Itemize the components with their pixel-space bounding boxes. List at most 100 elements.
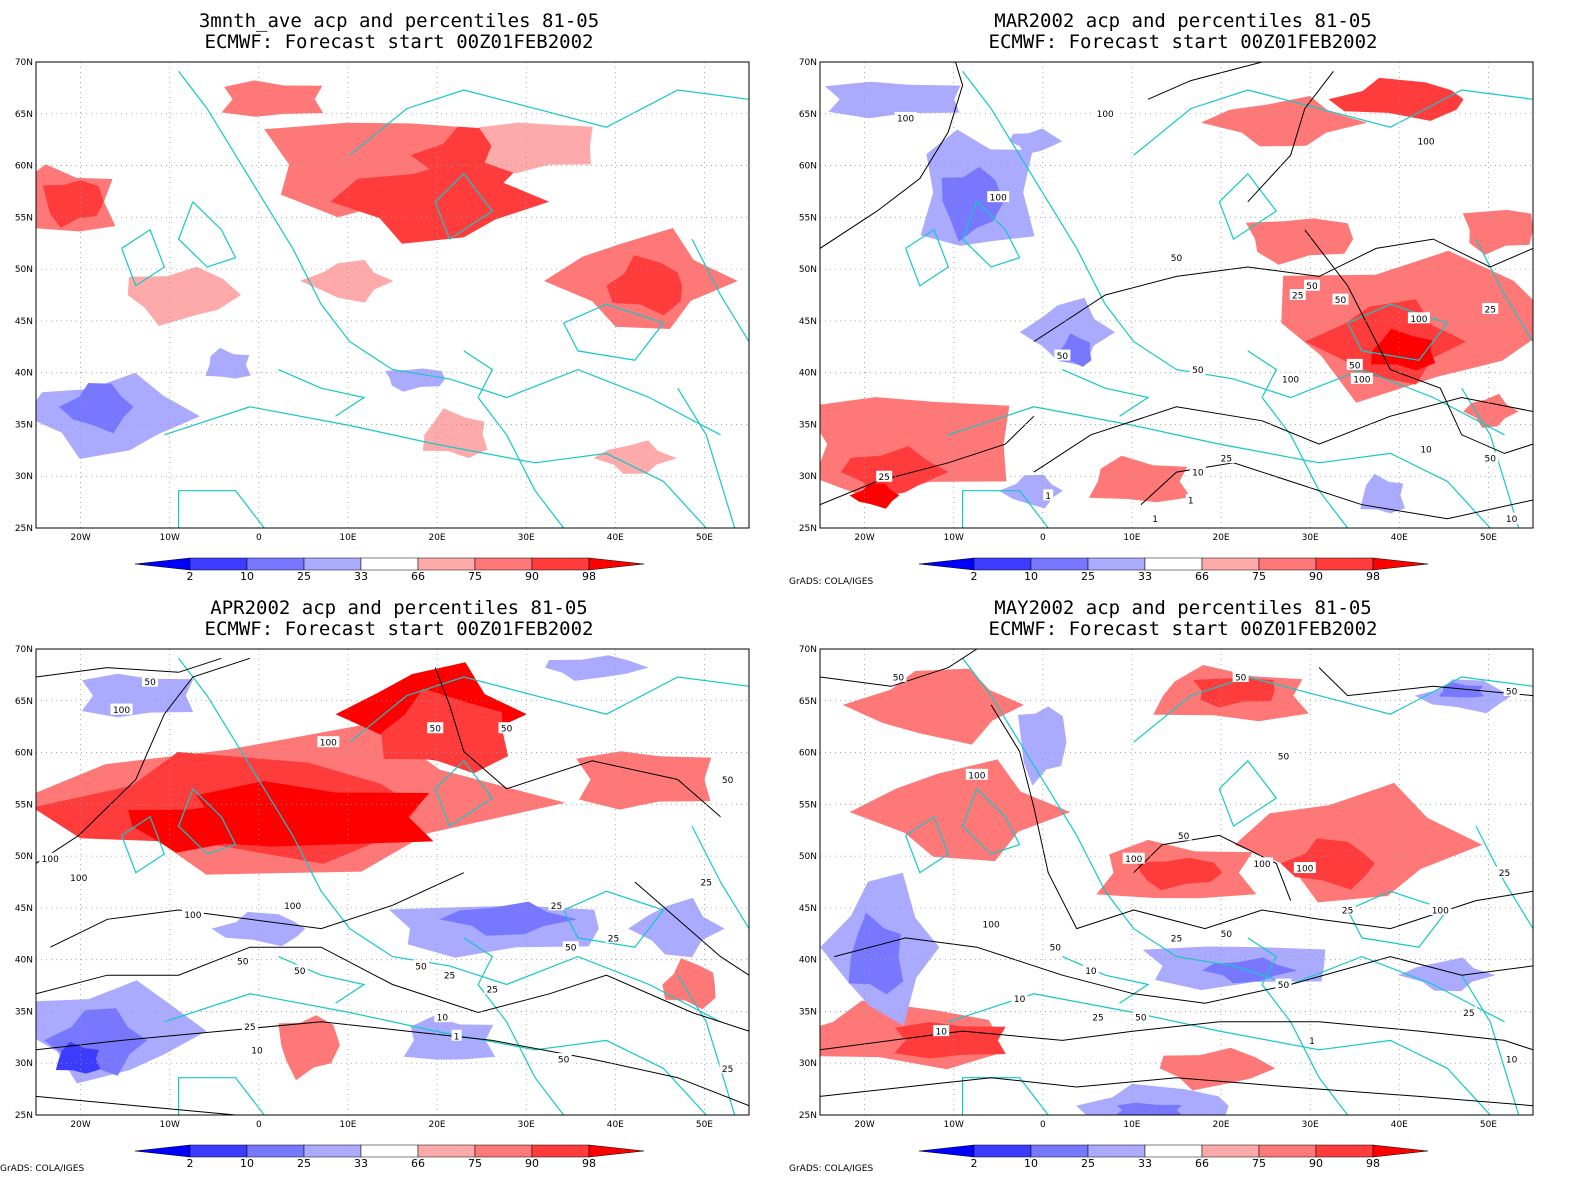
lon-tick-label: 10E — [1123, 1120, 1140, 1130]
contour-label-bg — [890, 670, 907, 682]
contour-label: 50 — [1192, 366, 1204, 376]
percentile-shade-area — [849, 483, 900, 509]
lon-tick-label: 50E — [696, 1120, 713, 1130]
colorbar-segment — [1258, 557, 1317, 571]
lon-tick-label: 30E — [1302, 533, 1319, 543]
colorbar-segment — [973, 1144, 1032, 1158]
coastline — [1461, 974, 1520, 1115]
contour-label-bg — [110, 703, 133, 715]
lat-tick-label: 30N — [799, 1059, 817, 1069]
colorbar-segment — [1315, 1144, 1374, 1158]
colorbar-label: 98 — [1366, 570, 1380, 583]
colorbar-segment — [246, 1144, 305, 1158]
lon-tick-label: 20E — [428, 1120, 445, 1130]
contour-label: 1 — [1309, 1037, 1315, 1047]
coastline — [164, 406, 707, 528]
colorbar-segment — [1315, 557, 1374, 571]
contour-label-bg — [1082, 964, 1099, 976]
colorbar: 2 10 25 33 66 75 90 98 — [134, 1144, 645, 1170]
contour-label: 10 — [437, 1014, 449, 1024]
colorbar-label: 75 — [1252, 570, 1266, 583]
colorbar-label: 33 — [354, 570, 368, 583]
percentile-shade-area — [1328, 77, 1464, 121]
lon-tick-label: 0 — [256, 1120, 262, 1130]
contour-label-bg — [67, 871, 90, 883]
lat-tick-label: 35N — [799, 420, 817, 430]
percentile-shade-area — [44, 1008, 147, 1076]
contour-label-bg — [965, 768, 988, 780]
colorbar-label: 90 — [1309, 570, 1323, 583]
map-panel-3month: 3mnth_ave acp and percentiles 81-05 ECMW… — [0, 0, 798, 598]
colorbar-label: 2 — [971, 570, 978, 583]
colorbar-segment — [1087, 557, 1146, 571]
lat-tick-label: 25N — [799, 1111, 817, 1121]
contour-label: 25 — [444, 972, 455, 982]
percentile-shade-area — [205, 347, 251, 379]
percentile-shade-area — [593, 440, 677, 474]
contour-label-bg — [555, 1053, 572, 1065]
colorbar-segment — [417, 1144, 476, 1158]
contour-label: 50 — [1221, 930, 1233, 940]
percentile-shade-area — [422, 408, 488, 459]
lat-tick-label: 35N — [15, 1007, 33, 1017]
lon-tick-label: 30E — [518, 1120, 535, 1130]
contour-line — [1147, 62, 1263, 100]
coastline — [691, 825, 749, 929]
contour-label: 10 — [1192, 469, 1204, 479]
coastline — [961, 201, 1021, 268]
coastline — [1475, 825, 1533, 929]
panel-title: MAY2002 acp and percentiles 81-05 — [994, 597, 1372, 619]
contour-label-bg — [498, 722, 515, 734]
lat-tick-label: 65N — [15, 110, 33, 120]
percentile-shade-area — [1018, 706, 1067, 786]
percentile-shade-area — [894, 1022, 1006, 1059]
contour-line — [1304, 229, 1533, 454]
lon-tick-label: 50E — [1480, 533, 1497, 543]
contour-label: 50 — [893, 673, 905, 683]
colorbar-segment — [1087, 1144, 1146, 1158]
contour-line — [1140, 462, 1533, 520]
contour-label-bg — [1185, 494, 1196, 506]
colorbar-segment — [189, 557, 248, 571]
contour-label-bg — [698, 876, 715, 887]
lat-tick-label: 60N — [15, 162, 33, 172]
colorbar-label: 98 — [1366, 1157, 1380, 1170]
contour-line — [36, 657, 251, 864]
lat-tick-label: 35N — [15, 420, 33, 430]
coastline — [1475, 238, 1533, 342]
lat-tick-label: 60N — [799, 749, 817, 759]
lat-tick-label: 70N — [15, 645, 33, 655]
percentile-field — [36, 649, 749, 1115]
contour-line — [1133, 834, 1292, 901]
panel-title: 3mnth_ave acp and percentiles 81-05 — [198, 10, 600, 32]
lat-tick-label: 45N — [15, 317, 33, 327]
coastline — [905, 815, 950, 874]
contour-label-bg — [1350, 372, 1373, 384]
contour-label: 50 — [1484, 455, 1496, 465]
contour-label-bg — [484, 983, 501, 995]
percentile-shade-area — [606, 255, 683, 316]
contour-label: 25 — [1292, 292, 1303, 302]
colorbar-label: 33 — [1138, 1157, 1152, 1170]
coastline — [178, 70, 721, 436]
contour-label-bg — [1218, 452, 1235, 464]
contour-label: 50 — [1171, 254, 1183, 264]
contour-label-group: 100 1005010050501001002550100505025501001… — [876, 107, 1520, 525]
contour-label-bg — [249, 1043, 266, 1055]
contour-label-bg — [605, 931, 622, 943]
contour-label: 50 — [1057, 352, 1069, 362]
contour-label: 50 — [1335, 296, 1347, 306]
contour-label: 100 — [184, 911, 201, 921]
contour-label: 50 — [144, 678, 156, 688]
panel-subtitle: ECMWF: Forecast start 00Z01FEB2002 — [988, 618, 1378, 640]
contour-label-bg — [1275, 978, 1292, 990]
contour-label: 50 — [1306, 282, 1318, 292]
colorbar-segment — [474, 557, 533, 571]
contour-label-bg — [39, 852, 62, 864]
percentile-shade-area — [1076, 1083, 1229, 1115]
colorbar-label: 66 — [411, 570, 425, 583]
percentile-shade-area — [385, 368, 445, 392]
contour-label: 100 — [983, 920, 1000, 930]
colorbar-segment — [531, 557, 590, 571]
